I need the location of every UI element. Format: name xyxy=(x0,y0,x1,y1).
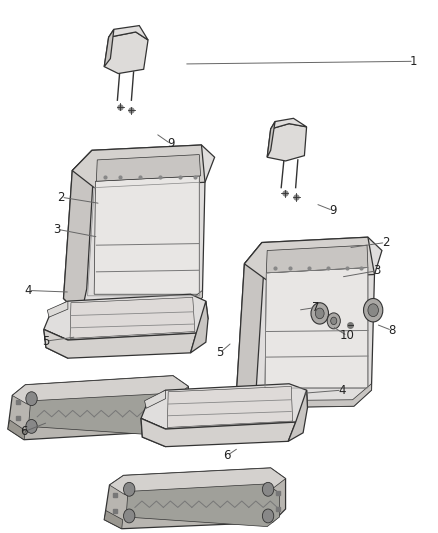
Polygon shape xyxy=(265,268,368,388)
Circle shape xyxy=(331,317,337,325)
Polygon shape xyxy=(44,329,68,358)
Circle shape xyxy=(165,392,177,406)
Polygon shape xyxy=(267,122,275,157)
Text: 2: 2 xyxy=(381,236,389,249)
Polygon shape xyxy=(44,294,208,340)
Polygon shape xyxy=(167,386,293,427)
Circle shape xyxy=(26,392,37,406)
Circle shape xyxy=(124,482,135,496)
Polygon shape xyxy=(252,384,371,408)
Polygon shape xyxy=(110,468,286,495)
Polygon shape xyxy=(271,118,307,129)
Polygon shape xyxy=(266,245,368,273)
Polygon shape xyxy=(191,301,208,353)
Text: 4: 4 xyxy=(25,284,32,297)
Circle shape xyxy=(26,419,37,433)
Polygon shape xyxy=(94,176,199,294)
Text: 3: 3 xyxy=(53,223,60,236)
Polygon shape xyxy=(96,155,201,181)
Polygon shape xyxy=(104,468,286,529)
Text: 8: 8 xyxy=(389,324,396,337)
Circle shape xyxy=(364,298,383,322)
Text: 9: 9 xyxy=(329,204,337,217)
Polygon shape xyxy=(237,237,382,408)
Circle shape xyxy=(124,509,135,523)
Polygon shape xyxy=(12,376,188,404)
Text: 9: 9 xyxy=(167,138,175,150)
Circle shape xyxy=(311,303,328,324)
Text: 7: 7 xyxy=(311,301,319,314)
Polygon shape xyxy=(288,390,307,441)
Polygon shape xyxy=(141,418,296,447)
Polygon shape xyxy=(109,26,148,40)
Polygon shape xyxy=(64,150,94,316)
Text: 2: 2 xyxy=(57,191,65,204)
Circle shape xyxy=(368,304,378,317)
Polygon shape xyxy=(44,329,196,358)
Text: 4: 4 xyxy=(338,384,346,397)
Circle shape xyxy=(327,313,340,329)
Polygon shape xyxy=(244,237,374,280)
Polygon shape xyxy=(104,32,148,74)
Circle shape xyxy=(315,308,324,319)
Text: 6: 6 xyxy=(223,449,231,462)
Polygon shape xyxy=(141,418,166,447)
Text: 10: 10 xyxy=(340,329,355,342)
Polygon shape xyxy=(237,243,265,408)
Polygon shape xyxy=(70,297,195,338)
Polygon shape xyxy=(47,301,68,317)
Polygon shape xyxy=(72,145,205,188)
Text: 1: 1 xyxy=(410,55,418,68)
Text: 6: 6 xyxy=(20,425,28,438)
Polygon shape xyxy=(64,145,215,316)
Text: 5: 5 xyxy=(216,346,223,359)
Polygon shape xyxy=(267,124,307,161)
Polygon shape xyxy=(81,290,202,316)
Polygon shape xyxy=(104,29,114,67)
Circle shape xyxy=(262,482,274,496)
Polygon shape xyxy=(141,384,307,429)
Polygon shape xyxy=(28,393,182,436)
Polygon shape xyxy=(8,420,25,440)
Text: 3: 3 xyxy=(373,264,380,277)
Polygon shape xyxy=(126,484,279,527)
Text: 5: 5 xyxy=(42,335,49,348)
Polygon shape xyxy=(145,390,166,408)
Polygon shape xyxy=(8,376,189,440)
Polygon shape xyxy=(104,511,123,529)
Circle shape xyxy=(165,419,177,433)
Circle shape xyxy=(262,509,274,523)
